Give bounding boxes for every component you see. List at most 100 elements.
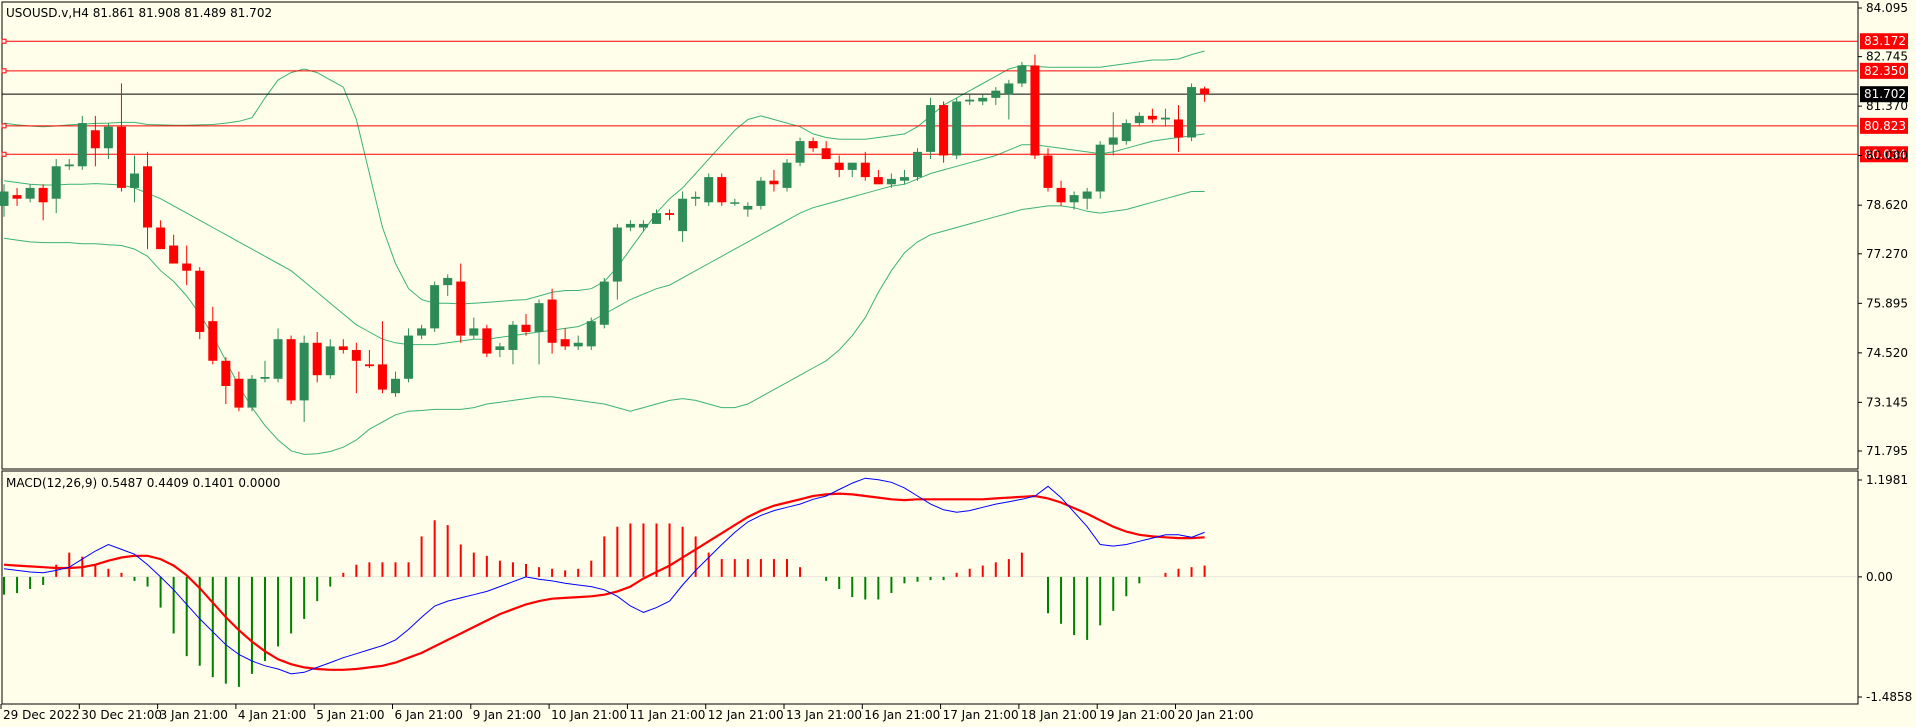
level-label-bg xyxy=(1860,62,1908,79)
candle-body-bull xyxy=(1187,87,1197,138)
y-tick-label: 77.270 xyxy=(1866,247,1908,261)
candle-body-bear xyxy=(860,162,870,178)
candle-body-bull xyxy=(952,101,962,156)
candle-body-bull xyxy=(103,126,113,149)
candle-body-bear xyxy=(169,245,179,264)
candle-body-bull xyxy=(325,346,335,376)
candle-body-bear xyxy=(769,180,779,185)
candle-body-bull xyxy=(899,177,909,181)
y-tick-label: 75.895 xyxy=(1866,296,1908,310)
candle-body-bull xyxy=(1069,195,1079,203)
candle-body-bull xyxy=(638,223,648,228)
candle-body-bull xyxy=(1017,65,1027,84)
candle-body-bull xyxy=(1082,191,1092,199)
candle-body-bear xyxy=(377,364,387,390)
x-tick-label: 20 Jan 21:00 xyxy=(1178,708,1254,722)
macd-header: MACD(12,26,9) 0.5487 0.4409 0.1401 0.000… xyxy=(6,476,280,490)
candle-body-bull xyxy=(417,328,427,336)
macd-indicator: 1.1981 0.00 -1.4858 xyxy=(2,473,1912,704)
candle-body-bull xyxy=(926,105,936,152)
y-tick-label: 74.520 xyxy=(1866,346,1908,360)
candle-body-bear xyxy=(182,263,192,271)
candle-body-bear xyxy=(482,328,492,354)
level-label-bg xyxy=(1860,33,1908,50)
y-tick-label: 71.795 xyxy=(1866,444,1908,458)
x-tick-label: 5 Jan 21:00 xyxy=(316,708,384,722)
chart-header: USOUSD.v,H4 81.861 81.908 81.489 81.702 xyxy=(6,6,272,20)
level-label: 80.034 xyxy=(1864,147,1906,161)
candle-body-bear xyxy=(834,162,844,170)
candle-body-bear xyxy=(221,360,231,386)
macd-line xyxy=(3,477,1205,675)
current-price-label: 81.702 xyxy=(1864,87,1906,101)
candle-body-bull xyxy=(743,205,753,210)
candle-body-bull xyxy=(612,227,622,282)
candle-body-bull xyxy=(1121,123,1131,142)
candle-body-bull xyxy=(652,213,661,224)
level-marker xyxy=(1,68,7,74)
candle-body-bear xyxy=(208,321,218,361)
candle-body-bull xyxy=(508,324,518,350)
level-marker xyxy=(1,38,7,44)
candle-body-bull xyxy=(443,277,453,286)
candle-body-bull xyxy=(913,151,922,178)
candle-body-bear xyxy=(12,195,22,199)
candle-body-bull xyxy=(469,328,479,336)
x-tick-label: 29 Dec 2022 xyxy=(3,708,80,722)
candle-body-bear xyxy=(1174,119,1183,138)
candle-body-bull xyxy=(756,180,766,206)
candle-body-bull xyxy=(64,164,74,167)
x-tick-label: 4 Jan 21:00 xyxy=(238,708,306,722)
candle-body-bull xyxy=(495,346,505,350)
candle-body-bull xyxy=(77,123,87,167)
candle-body-bull xyxy=(586,321,596,347)
candle-body-bull xyxy=(1160,117,1170,120)
candle-body-bear xyxy=(312,342,322,376)
candle-body-bear xyxy=(821,148,831,160)
x-tick-label: 11 Jan 21:00 xyxy=(629,708,705,722)
candle-body-bear xyxy=(560,339,570,347)
level-label-bg xyxy=(1860,146,1908,163)
candle-body-bull xyxy=(795,141,805,163)
price-pane-border xyxy=(1,1,1859,470)
y-tick-label: 82.745 xyxy=(1866,50,1908,64)
candle-body-bull xyxy=(1095,144,1105,192)
candle-body-bear xyxy=(143,166,153,228)
x-tick-label: 3 Jan 21:00 xyxy=(160,708,228,722)
candle-body-bear xyxy=(1030,65,1040,156)
candle-body-bull xyxy=(599,281,609,325)
horizontal-levels: 83.172 82.350 80.823 80.034 81.702 xyxy=(1,33,1908,163)
x-tick-label: 16 Jan 21:00 xyxy=(864,708,940,722)
candle-body-bull xyxy=(25,187,35,199)
candle-body-bull xyxy=(691,196,701,199)
candle-body-bear xyxy=(338,346,348,350)
candle-body-bull xyxy=(886,178,896,185)
candle-body-bull xyxy=(391,378,400,394)
x-tick-label: 19 Jan 21:00 xyxy=(1099,708,1175,722)
candle-body-bear xyxy=(456,281,466,336)
x-tick-label: 10 Jan 21:00 xyxy=(551,708,627,722)
macd-y-tick-label: 1.1981 xyxy=(1866,473,1908,487)
candle-body-bull xyxy=(260,376,270,379)
candle-body-bull xyxy=(430,285,440,329)
macd-y-tick-label: -1.4858 xyxy=(1866,690,1912,704)
time-axis: 29 Dec 2022 30 Dec 21:003 Jan 21:00 4 Jan … xyxy=(0,704,1254,722)
x-tick-label: 9 Jan 21:00 xyxy=(473,708,541,722)
candle-body-bear xyxy=(1147,115,1157,120)
candle-body-bull xyxy=(247,378,257,408)
x-tick-label: 6 Jan 21:00 xyxy=(395,708,463,722)
candle-body-bull xyxy=(978,97,988,102)
candle-body-bull xyxy=(1004,83,1014,95)
x-tick-label: 17 Jan 21:00 xyxy=(943,708,1019,722)
x-tick-label: 18 Jan 21:00 xyxy=(1021,708,1097,722)
y-tick-label: 78.620 xyxy=(1866,198,1908,212)
candle-body-bull xyxy=(730,202,740,204)
x-tick-label: 30 Dec 21:00 xyxy=(81,708,162,722)
level-label-bg xyxy=(1860,117,1908,134)
candle-body-bear xyxy=(939,105,949,156)
candle-body-bear xyxy=(351,349,361,361)
candle-body-bull xyxy=(273,339,283,379)
level-label: 80.823 xyxy=(1864,119,1906,133)
candle-body-bull xyxy=(1108,137,1118,145)
candle-body-bear xyxy=(234,378,244,408)
